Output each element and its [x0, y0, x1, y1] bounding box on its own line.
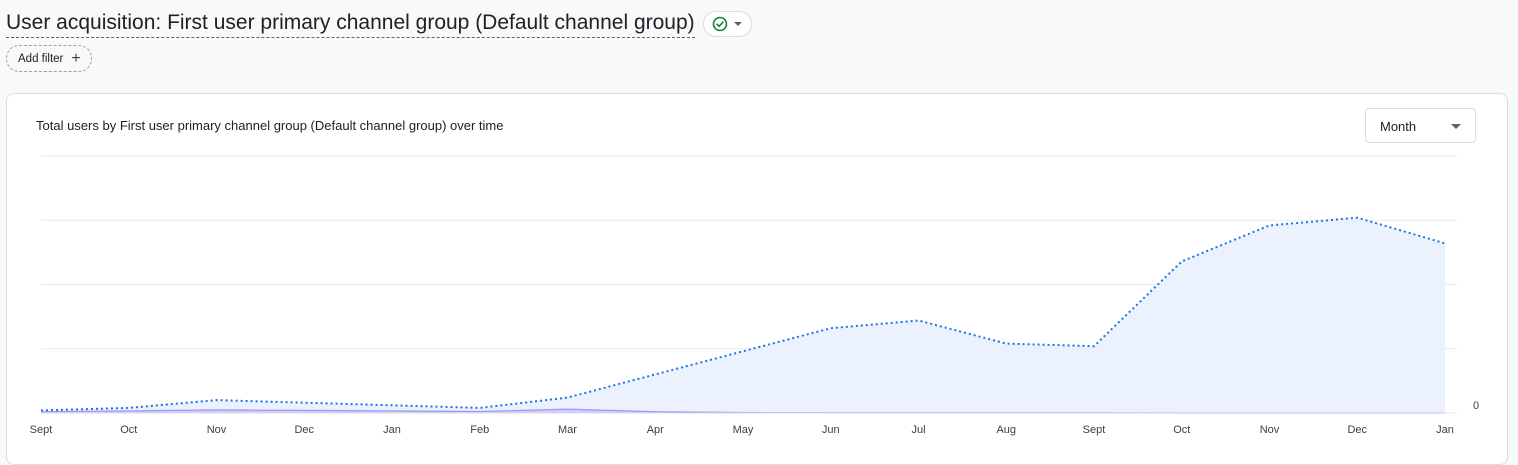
chart-card: Total users by First user primary channe…: [6, 93, 1508, 465]
y-tick-label: 0: [1473, 400, 1479, 412]
x-tick-label: Mar: [558, 424, 577, 436]
x-tick-label: Dec: [1347, 424, 1367, 436]
plus-icon: +: [71, 49, 81, 67]
x-tick-label: Sept: [30, 424, 53, 436]
x-tick-label: Dec: [294, 424, 314, 436]
check-circle-icon: [712, 16, 727, 32]
granularity-select[interactable]: Month: [1365, 108, 1476, 143]
x-tick-label: Jan: [1436, 424, 1454, 436]
x-tick-label: Sept: [1083, 424, 1106, 436]
x-tick-label: Oct: [1173, 424, 1190, 436]
x-tick-label: Apr: [647, 424, 664, 436]
status-dropdown[interactable]: [702, 11, 752, 37]
x-tick-label: Jan: [383, 424, 401, 436]
x-tick-label: Jun: [822, 424, 840, 436]
chevron-down-icon: [733, 22, 742, 26]
add-filter-label: Add filter: [18, 52, 64, 65]
x-tick-label: May: [733, 424, 754, 436]
page-title[interactable]: User acquisition: First user primary cha…: [6, 10, 695, 38]
x-tick-label: Jul: [911, 424, 925, 436]
chevron-down-icon: [1451, 124, 1461, 129]
x-tick-label: Oct: [120, 424, 137, 436]
x-tick-label: Feb: [470, 424, 489, 436]
x-tick-label: Nov: [207, 424, 227, 436]
x-tick-label: Nov: [1260, 424, 1280, 436]
add-filter-button[interactable]: Add filter +: [6, 45, 92, 72]
series-area: [41, 409, 1445, 413]
x-tick-label: Aug: [996, 424, 1016, 436]
chart-title: Total users by First user primary channe…: [36, 118, 504, 133]
series-area: [41, 217, 1445, 413]
granularity-value: Month: [1380, 119, 1417, 134]
header: User acquisition: First user primary cha…: [6, 10, 752, 38]
area-chart: Sept Oct Nov Dec Jan Feb Mar Apr May Jun Jul Aug Sep…: [30, 155, 1479, 436]
series-line: [40, 216, 1446, 412]
